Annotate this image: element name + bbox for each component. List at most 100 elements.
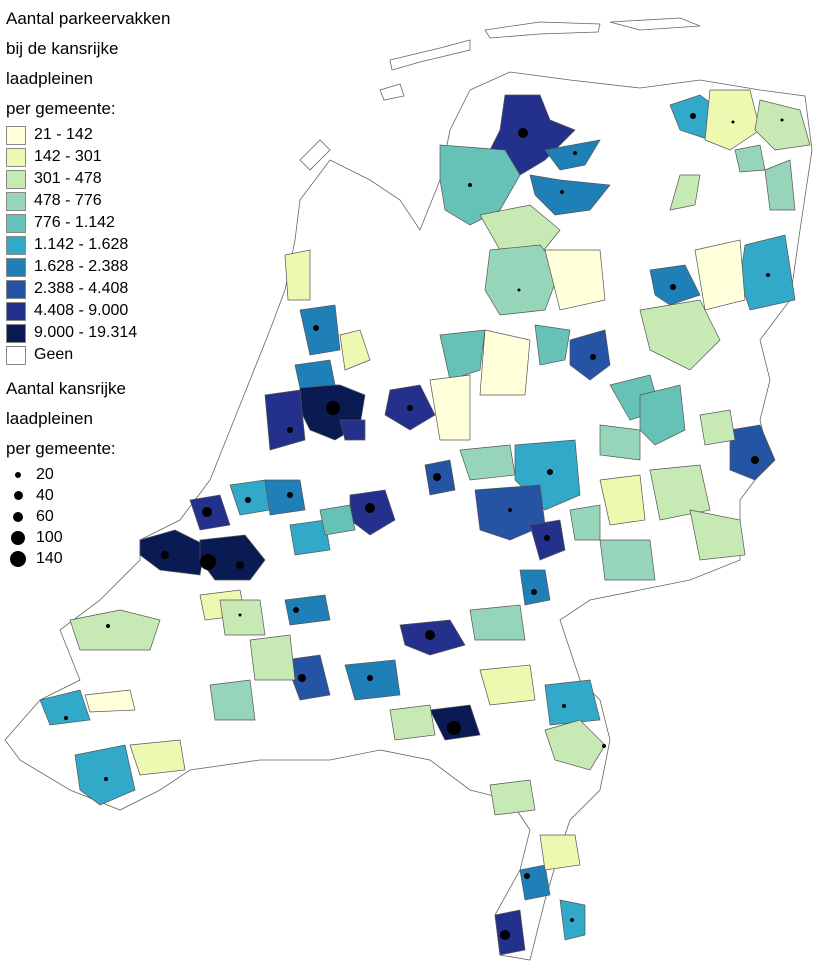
region-leeuwarden bbox=[489, 94, 576, 176]
region-zaandam bbox=[294, 359, 336, 389]
dot-apeldoorn bbox=[547, 469, 553, 475]
region-drenthe-east bbox=[739, 234, 796, 311]
legend-size-dot-cell bbox=[6, 491, 30, 500]
legend-swatch bbox=[6, 147, 26, 167]
region-gelderland-a bbox=[459, 444, 516, 481]
fill-legend-title-line: bij de kansrijke bbox=[6, 39, 119, 58]
region-flevo-c bbox=[429, 374, 471, 441]
legend-swatch bbox=[6, 191, 26, 211]
region-dronten bbox=[479, 329, 531, 396]
size-legend-title: Aantal kansrijke laadpleinen per gemeent… bbox=[6, 374, 206, 464]
dot-tilburg bbox=[367, 675, 373, 681]
dot-den-bosch bbox=[425, 630, 435, 640]
dot-maastricht bbox=[500, 930, 510, 940]
region-groningen-d bbox=[734, 144, 766, 173]
region-overijssel-d bbox=[599, 424, 641, 461]
dot-haarlem bbox=[287, 427, 293, 433]
dot-terneuzen bbox=[104, 777, 108, 781]
region-limburg-a bbox=[539, 834, 581, 871]
fill-legend-title-line: laadpleinen bbox=[6, 69, 93, 88]
dot-den-haag-2 bbox=[200, 554, 216, 570]
municipality-regions bbox=[39, 89, 811, 956]
region-north-b bbox=[529, 174, 611, 216]
dot-zeeland-a bbox=[106, 624, 110, 628]
region-gelderland-c bbox=[649, 464, 711, 521]
legend-class-7: 2.388 - 4.408 bbox=[6, 278, 206, 300]
legend-class-6: 1.628 - 2.388 bbox=[6, 256, 206, 278]
map-legend: Aantal parkeervakken bij de kansrijke la… bbox=[6, 4, 206, 569]
legend-class-0: 21 - 142 bbox=[6, 124, 206, 146]
legend-size-1: 40 bbox=[6, 485, 206, 506]
legend-swatch bbox=[6, 257, 26, 277]
legend-class-1: 142 - 301 bbox=[6, 146, 206, 168]
region-zwolle bbox=[569, 329, 611, 381]
dot-nh-a bbox=[313, 325, 319, 331]
legend-swatch bbox=[6, 213, 26, 233]
legend-size-3: 100 bbox=[6, 527, 206, 548]
region-breda bbox=[284, 654, 331, 701]
dot-leiden bbox=[202, 507, 212, 517]
legend-swatch bbox=[6, 169, 26, 189]
legend-class-label: 1.142 - 1.628 bbox=[34, 236, 129, 253]
region-drenthe-c bbox=[484, 244, 561, 316]
dot-heerlen bbox=[570, 918, 574, 922]
dot-sittard bbox=[524, 873, 530, 879]
dot-arnhem bbox=[544, 535, 550, 541]
dot-friesland-west bbox=[468, 183, 472, 187]
region-twente-a bbox=[699, 409, 736, 446]
region-gelderland-b bbox=[599, 474, 646, 526]
dot-amsterdam bbox=[326, 401, 340, 415]
dot-leeuwarden bbox=[518, 128, 528, 138]
legend-class-label: 9.000 - 19.314 bbox=[34, 324, 138, 341]
region-nh-c bbox=[339, 329, 371, 371]
dot-eindhoven bbox=[447, 721, 461, 735]
municipality-dots bbox=[64, 113, 784, 940]
dot-drenthe-c bbox=[517, 288, 521, 292]
dot-nijmegen bbox=[531, 589, 537, 595]
legend-class-4: 776 - 1.142 bbox=[6, 212, 206, 234]
dot-groningen-c bbox=[780, 118, 784, 122]
region-groningen-c bbox=[754, 99, 811, 151]
legend-class-label: 4.408 - 9.000 bbox=[34, 302, 129, 319]
region-zh-b bbox=[264, 479, 306, 516]
legend-class-label: 21 - 142 bbox=[34, 126, 93, 143]
fill-legend-title-line: Aantal parkeervakken bbox=[6, 9, 171, 28]
size-legend-title-line: Aantal kansrijke bbox=[6, 379, 127, 398]
legend-class-label: 2.388 - 4.408 bbox=[34, 280, 129, 297]
legend-swatch bbox=[6, 125, 26, 145]
region-haarlem-area bbox=[264, 389, 306, 451]
legend-size-label: 100 bbox=[36, 528, 63, 546]
size-legend-title-line: laadpleinen bbox=[6, 409, 93, 428]
region-brabant-c bbox=[479, 664, 536, 706]
dot-enschede bbox=[751, 456, 759, 464]
region-rotterdam bbox=[199, 534, 266, 581]
dot-zh-a bbox=[245, 497, 251, 503]
legend-size-label: 60 bbox=[36, 507, 54, 525]
legend-size-label: 140 bbox=[36, 549, 63, 567]
legend-class-2: 301 - 478 bbox=[6, 168, 206, 190]
legend-class-label: 478 - 776 bbox=[34, 192, 102, 209]
dot-north-b bbox=[560, 190, 564, 194]
region-ede bbox=[474, 484, 546, 541]
region-nh-d bbox=[339, 419, 366, 441]
region-brabant-b bbox=[249, 634, 296, 681]
dot-drenthe-a bbox=[670, 284, 676, 290]
country-outline bbox=[4, 17, 813, 961]
dot-amersfoort bbox=[433, 473, 441, 481]
legend-class-3: 478 - 776 bbox=[6, 190, 206, 212]
region-gelderland-e bbox=[599, 539, 656, 581]
region-zh-e bbox=[219, 599, 266, 636]
dot-almere bbox=[407, 405, 413, 411]
dot-zeeland-b bbox=[64, 716, 68, 720]
fill-legend-entries: 21 - 142 142 - 301 301 - 478 478 - 776 776 -… bbox=[6, 124, 206, 366]
region-venlo bbox=[544, 719, 606, 771]
region-gelderland-d bbox=[689, 509, 746, 561]
region-zeeland-a bbox=[69, 609, 161, 651]
region-friesland-south bbox=[479, 204, 561, 256]
legend-size-dot bbox=[15, 471, 21, 478]
region-groningen-b bbox=[704, 89, 761, 151]
dot-zh-b bbox=[287, 492, 293, 498]
legend-size-label: 20 bbox=[36, 465, 54, 483]
region-drenthe-d bbox=[544, 249, 606, 311]
region-north-a bbox=[544, 139, 601, 171]
